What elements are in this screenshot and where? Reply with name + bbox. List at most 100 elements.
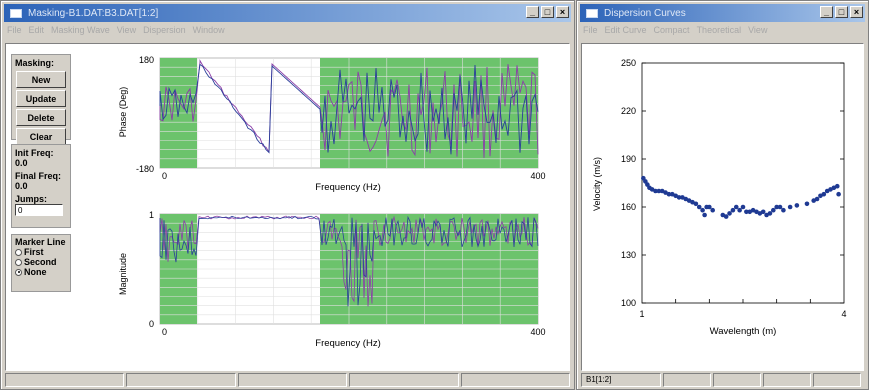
minimize-button[interactable]: _ (526, 6, 539, 18)
masking-panel: Masking: New Update Delete Clear (11, 54, 71, 145)
dispersion-titlebar[interactable]: Dispersion Curves _ □ × (580, 4, 865, 22)
close-button[interactable]: × (556, 6, 569, 18)
final-freq-value: 0.0 (15, 181, 28, 191)
dispersion-ylabel: Velocity (m/s) (592, 157, 602, 211)
init-freq-label: Init Freq: (15, 148, 54, 158)
update-button[interactable]: Update (16, 90, 66, 107)
masking-plots[interactable]: 180 -180 0 400 Frequency (Hz) Phase (Deg… (74, 44, 574, 369)
marker-line-label: Marker Line (15, 237, 66, 247)
dispersion-plot-area[interactable] (641, 62, 845, 304)
y-tick-label: 160 (621, 202, 636, 212)
magnitude-trace (159, 215, 539, 307)
data-point (821, 191, 827, 197)
data-point (733, 204, 739, 210)
radio-second-circle[interactable] (15, 258, 22, 266)
dispersion-window: Dispersion Curves _ □ × File Edit Curve … (576, 0, 869, 390)
menu-view[interactable]: View (116, 25, 137, 35)
magnitude-ytick-bottom: 0 (149, 319, 154, 329)
clear-button[interactable]: Clear (16, 128, 66, 145)
data-point (781, 207, 786, 213)
magnitude-ytick-top: 1 (149, 210, 154, 220)
masking-statusbar (5, 373, 570, 387)
phase-ytick-bottom: -180 (136, 164, 154, 174)
data-point (700, 207, 705, 213)
data-point (804, 201, 810, 207)
menu-dispersion[interactable]: Dispersion (143, 25, 186, 35)
menu-compact[interactable]: Compact (653, 25, 690, 35)
menu-window[interactable]: Window (192, 25, 225, 35)
phase-xlabel: Frequency (Hz) (315, 182, 380, 193)
dispersion-ticks: 100 130 160 190 220 250 1 4 (621, 58, 847, 319)
masking-label: Masking: (15, 58, 55, 68)
final-freq-label: Final Freq: (15, 171, 62, 181)
menu-theoretical[interactable]: Theoretical (696, 25, 742, 35)
phase-trace (159, 63, 539, 155)
data-point (676, 195, 682, 200)
delete-button[interactable]: Delete (16, 109, 66, 126)
radio-none[interactable]: None (15, 267, 67, 277)
minimize-button[interactable]: _ (820, 6, 833, 18)
magnitude-xlabel: Frequency (Hz) (315, 338, 380, 349)
data-point (834, 183, 840, 189)
masking-titlebar[interactable]: Masking-B1.DAT:B3.DAT[1:2] _ □ × (4, 4, 571, 22)
close-button[interactable]: × (850, 6, 863, 18)
masking-window-title: Masking-B1.DAT:B3.DAT[1:2] (28, 7, 159, 19)
dispersion-chart[interactable]: 100 130 160 190 220 250 1 4 Wavelength (m) Velo… (582, 44, 865, 372)
masking-menubar: File Edit Masking Wave View Dispersion W… (4, 25, 571, 39)
data-point (767, 211, 773, 216)
data-point (702, 212, 707, 218)
new-button[interactable]: New (16, 71, 66, 88)
magnitude-curves (159, 215, 539, 307)
status-cell (237, 373, 348, 387)
marker-line-panel: Marker Line First Second None (11, 234, 71, 292)
jumps-input[interactable] (15, 204, 63, 216)
menu-edit[interactable]: Edit (28, 25, 45, 35)
radio-none-label: None (24, 267, 47, 277)
radio-first-label: First (24, 247, 44, 257)
maximize-button[interactable]: □ (541, 6, 554, 18)
data-point (696, 204, 702, 210)
data-point (666, 191, 672, 197)
data-point (656, 188, 662, 194)
radio-first[interactable]: First (15, 247, 67, 257)
status-cell (713, 373, 761, 387)
phase-plot[interactable]: 180 -180 0 400 Frequency (Hz) Phase (Deg… (118, 55, 546, 193)
data-point (710, 207, 715, 213)
magnitude-xtick-right: 400 (530, 327, 545, 337)
radio-second-label: Second (24, 257, 57, 267)
menu-file[interactable]: File (583, 25, 598, 35)
y-tick-label: 250 (621, 58, 636, 68)
data-point (771, 207, 776, 213)
magnitude-plot[interactable]: 1 0 0 400 Frequency (Hz) Magnitude (118, 210, 546, 349)
status-cell (5, 373, 125, 387)
data-point (653, 188, 658, 194)
menu-masking-wave[interactable]: Masking Wave (51, 25, 110, 35)
status-cell (126, 373, 236, 387)
masking-client-area: Masking: New Update Delete Clear Init Fr… (5, 43, 570, 371)
radio-first-circle[interactable] (15, 248, 22, 256)
masking-window: Masking-B1.DAT:B3.DAT[1:2] _ □ × File Ed… (0, 0, 575, 390)
menu-file[interactable]: File (7, 25, 22, 35)
dispersion-menubar: File Edit Curve Compact Theoretical View (580, 25, 865, 39)
phase-ylabel: Phase (Deg) (118, 87, 128, 138)
data-point (836, 191, 841, 197)
y-tick-label: 130 (621, 250, 636, 260)
y-tick-label: 190 (621, 154, 636, 164)
window-icon (10, 8, 22, 18)
data-point (760, 209, 766, 215)
radio-second[interactable]: Second (15, 257, 67, 267)
data-point (774, 204, 779, 210)
menu-edit-curve[interactable]: Edit Curve (604, 25, 647, 35)
radio-none-circle[interactable] (15, 268, 22, 276)
status-cell (663, 373, 711, 387)
x-tick-label: 4 (841, 309, 846, 319)
data-point (744, 209, 749, 215)
menu-view[interactable]: View (748, 25, 768, 35)
status-cell (349, 373, 459, 387)
dispersion-statusbar: B1[1:2] (581, 373, 864, 387)
window-icon (586, 8, 598, 18)
phase-xtick-left: 0 (162, 171, 167, 181)
phase-trace (159, 59, 539, 158)
maximize-button[interactable]: □ (835, 6, 848, 18)
dispersion-client-area: 100 130 160 190 220 250 1 4 Wavelength (m) Velo… (581, 43, 864, 371)
